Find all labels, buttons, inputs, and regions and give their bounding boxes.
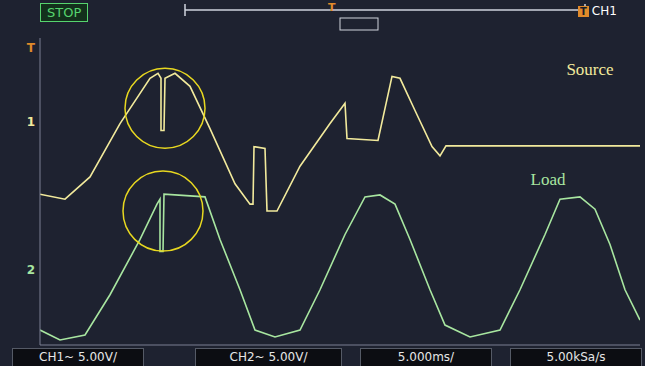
html-text:CH2~ 5.00V/: CH2~ 5.00V/ — [229, 350, 308, 364]
html-text:5.000ms/: 5.000ms/ — [397, 350, 455, 364]
svg-text:1: 1 — [27, 115, 35, 129]
svg-text:Source: Source — [566, 60, 613, 79]
svg-text:2: 2 — [27, 263, 35, 277]
html-text:5.00kSa/s: 5.00kSa/s — [546, 350, 606, 364]
svg-text:Load: Load — [531, 170, 566, 189]
html-text:T CH1: T CH1 — [580, 4, 617, 18]
svg-text:T: T — [27, 41, 36, 55]
html-text:STOP: STOP — [47, 5, 82, 20]
html-text:T: T — [328, 1, 336, 14]
html-text:CH1~ 5.00V/: CH1~ 5.00V/ — [39, 350, 117, 364]
